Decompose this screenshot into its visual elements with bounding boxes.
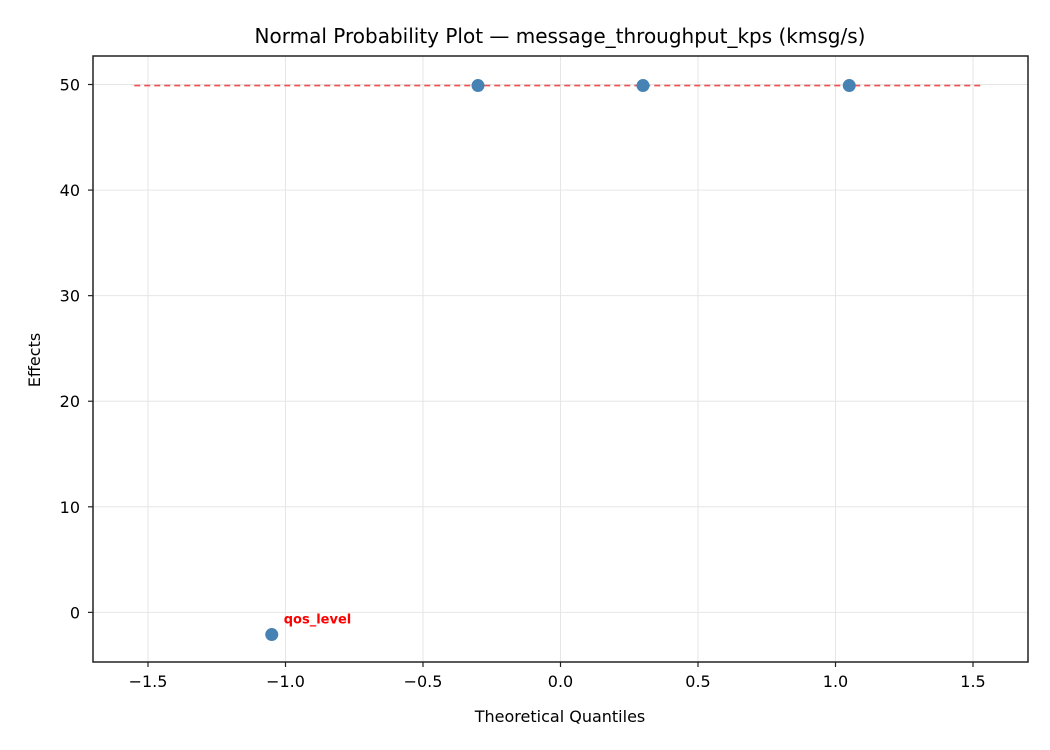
y-axis-label: Effects [25, 333, 44, 387]
x-tick-label: 1.5 [960, 672, 985, 691]
y-tick-label: 10 [60, 498, 80, 517]
data-point [636, 79, 650, 93]
x-axis-ticks: −1.5 −1.0 −0.5 0.0 0.5 1.0 1.5 [129, 662, 986, 691]
data-point [471, 79, 485, 93]
x-tick-label: −1.0 [266, 672, 305, 691]
data-points [265, 79, 856, 642]
y-tick-label: 40 [60, 181, 80, 200]
data-point [265, 628, 279, 642]
chart-title: Normal Probability Plot — message_throug… [255, 24, 866, 48]
y-tick-label: 30 [60, 287, 80, 306]
point-annotation: qos_level [284, 613, 352, 628]
y-axis-ticks: 0 10 20 30 40 50 [60, 76, 93, 622]
x-tick-label: 1.0 [823, 672, 848, 691]
x-axis-label: Theoretical Quantiles [474, 707, 646, 726]
data-point [842, 79, 856, 93]
x-tick-label: 0.5 [685, 672, 710, 691]
x-tick-label: 0.0 [548, 672, 573, 691]
y-tick-label: 20 [60, 392, 80, 411]
grid [93, 56, 1028, 662]
y-tick-label: 50 [60, 76, 80, 95]
y-tick-label: 0 [70, 603, 80, 622]
annotations: qos_level [284, 613, 352, 628]
x-tick-label: −1.5 [129, 672, 168, 691]
x-tick-label: −0.5 [404, 672, 443, 691]
